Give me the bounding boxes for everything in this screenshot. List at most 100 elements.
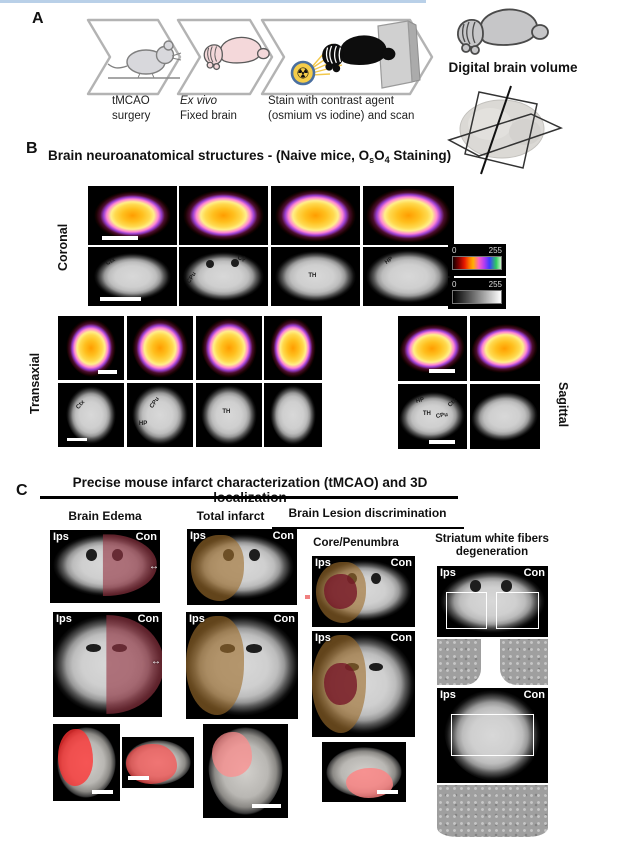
coronal-heatmap-tile-4 <box>363 186 454 245</box>
transaxial-heatmap-tile-4 <box>264 316 322 380</box>
coronal-grayscale-tile-3: TH <box>271 247 360 306</box>
ips-label: Ips <box>190 530 206 542</box>
heat-colorbar-min: 0 <box>452 246 457 255</box>
gray-colorbar-min: 0 <box>452 280 457 289</box>
scale-bar <box>97 370 118 374</box>
gray-colorbar-gradient <box>452 290 502 304</box>
sagittal-heatmap-tile-1 <box>398 316 467 381</box>
infarct-header: Total infarct <box>196 509 265 523</box>
con-label: Con <box>523 567 545 579</box>
ips-label: Ips <box>53 531 69 543</box>
transaxial-grayscale-tile-4 <box>264 383 322 447</box>
brain-sketch-icon <box>457 8 549 55</box>
transaxial-grayscale-tile-2: CPu HP <box>127 383 193 447</box>
top-blue-rule <box>0 0 426 3</box>
con-label: Con <box>390 557 412 569</box>
striatum-header-line1: Striatum white fibers <box>435 533 549 545</box>
con-label: Con <box>390 632 412 644</box>
step3-caption: Stain with contrast agent (osmium vs iod… <box>268 94 443 124</box>
scale-bar <box>102 235 138 240</box>
core-penumbra-image-2: Ips Con <box>312 631 415 737</box>
striatum-header-line2: degeneration <box>455 546 529 559</box>
core-penumbra-header: Core/Penumbra <box>313 537 399 549</box>
lesion-3d-overlay <box>58 728 94 786</box>
digital-brain-title: Digital brain volume <box>448 60 578 75</box>
structure-label-cp: Cp <box>237 255 246 262</box>
digital-brain-volume-icon <box>447 85 564 175</box>
ips-label: Ips <box>189 613 205 625</box>
step3-line1: Stain with contrast agent <box>268 95 394 107</box>
heat-colorbar: 0 255 <box>448 244 506 276</box>
radiation-source-icon: ☢ <box>290 60 316 86</box>
panel-b-title-sub-4: 4 <box>384 155 390 165</box>
con-label: Con <box>272 530 294 542</box>
roi-box-left <box>445 591 487 630</box>
lesion-3d-overlay <box>345 768 393 799</box>
panel-a-letter: A <box>32 10 44 27</box>
striatum-image-1: Ips Con <box>437 566 548 637</box>
coronal-row-label: Coronal <box>56 223 70 272</box>
panel-b-title-part1: Brain neuroanatomical structures - (Naiv… <box>48 148 370 163</box>
panel-c-letter: C <box>16 482 28 499</box>
transaxial-grayscale-tile-3: TH <box>196 383 262 447</box>
gray-colorbar: 0 255 <box>448 278 506 309</box>
mouse-icon <box>107 40 182 79</box>
panel-b-title-part3: Staining) <box>389 148 452 163</box>
stained-brain-icon <box>322 35 396 73</box>
structure-label-th: TH <box>422 411 431 418</box>
coronal-heatmap-tile-3 <box>271 186 360 245</box>
core-penumbra-image-1: Ips Con <box>312 556 415 627</box>
inset-con-zoom <box>500 639 548 685</box>
scale-bar <box>127 775 150 780</box>
fixed-brain-icon <box>203 36 270 71</box>
con-label: Con <box>137 613 159 625</box>
transaxial-heatmap-tile-3 <box>196 316 262 380</box>
core-3d-view <box>322 742 406 802</box>
heat-colorbar-max: 255 <box>488 246 502 255</box>
coronal-heatmap-tile-2 <box>179 186 268 245</box>
structure-label-th: TH <box>308 272 317 279</box>
ips-label: Ips <box>440 567 456 579</box>
sagittal-heatmap-tile-2 <box>470 316 540 381</box>
scale-bar <box>429 369 456 374</box>
infarct-image-2: Ips Con <box>186 612 298 719</box>
ips-label: Ips <box>440 689 456 701</box>
con-label: Con <box>273 613 295 625</box>
gray-colorbar-max: 255 <box>488 280 502 289</box>
step1-caption: tMCAO surgery <box>112 94 182 124</box>
edema-3d-view-2 <box>122 737 194 788</box>
heat-colorbar-gradient <box>452 256 502 270</box>
core-overlay <box>324 662 358 706</box>
step1-line1: tMCAO <box>112 95 150 107</box>
coronal-heatmap-tile-1 <box>88 186 177 245</box>
scale-bar <box>67 437 88 442</box>
roi-box-right <box>495 591 539 630</box>
ips-label: Ips <box>56 613 72 625</box>
transaxial-heatmap-tile-2 <box>127 316 193 380</box>
svg-text:☢: ☢ <box>296 66 309 83</box>
infarct-overlay <box>191 535 245 602</box>
roi-box-wide <box>451 713 535 756</box>
red-mark <box>305 595 310 599</box>
con-label: Con <box>523 689 545 701</box>
edema-3d-view-1 <box>53 724 120 801</box>
striatum-inset-1 <box>437 639 548 685</box>
scale-bar <box>100 296 142 301</box>
edema-image-2: Ips Con ↔ <box>53 612 162 717</box>
panel-b-title: Brain neuroanatomical structures - (Naiv… <box>48 148 451 165</box>
striatum-image-2: Ips Con <box>437 688 548 783</box>
coronal-grayscale-tile-2: Cp CPu <box>179 247 268 306</box>
structure-label-th: TH <box>222 408 231 415</box>
scale-bar <box>252 803 282 808</box>
edema-image-1: Ips Con ↔ <box>50 530 160 603</box>
sagittal-row-label: Sagittal <box>556 381 570 428</box>
lesion-group-header: Brain Lesion discrimination <box>288 506 447 520</box>
lesion-group-rule <box>272 527 464 529</box>
panel-b-title-sub-s: s <box>369 155 375 165</box>
striatum-header: Striatum white fibers degeneration <box>424 533 560 559</box>
transaxial-heatmap-tile-1 <box>58 316 124 380</box>
workflow-diagram: ☢ <box>86 18 434 96</box>
transaxial-grayscale-tile-1: Ctx <box>58 383 124 447</box>
step2-caption: Ex vivo Fixed brain <box>180 94 260 124</box>
